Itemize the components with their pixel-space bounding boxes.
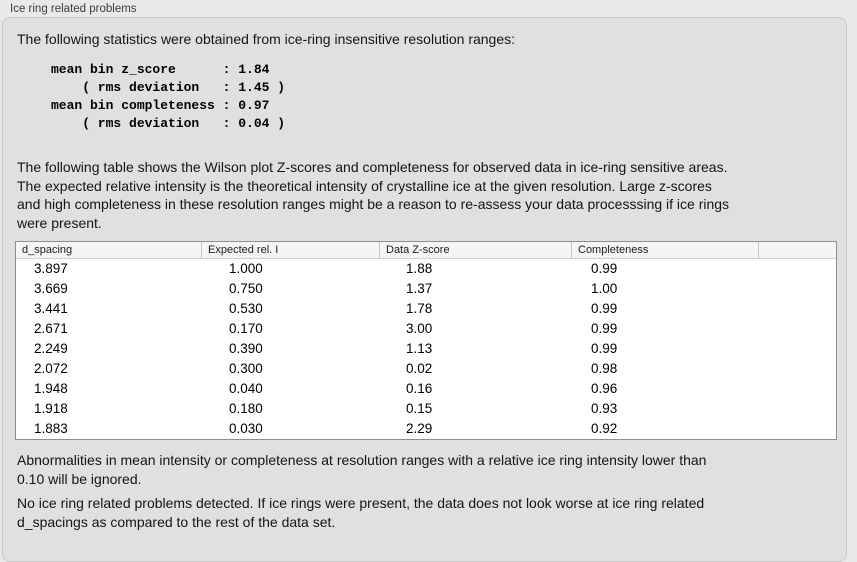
table-cell: 1.78 [406, 301, 433, 316]
description-line: The expected relative intensity is the t… [17, 177, 712, 194]
table-cell: 2.671 [34, 321, 68, 336]
table-cell: 0.02 [406, 361, 433, 376]
intro-line: The following statistics were obtained f… [17, 31, 516, 47]
table-cell: 0.98 [591, 361, 618, 376]
table-cell: 0.750 [229, 281, 263, 296]
table-cell: 0.15 [406, 401, 433, 416]
table-cell: 1.883 [34, 421, 68, 436]
table-cell: 0.180 [229, 401, 263, 416]
table-cell: 0.040 [229, 381, 263, 396]
table-cell-spacer [759, 379, 836, 399]
ignore-note-line: Abnormalities in mean intensity or compl… [17, 452, 707, 468]
stat-line-mean-bin-z-score: mean bin z_score : 1.84 [51, 62, 270, 77]
description-line: were present. [17, 214, 102, 231]
conclusion-line: d_spacings as compared to the rest of th… [17, 513, 336, 530]
table-row[interactable]: 1.948 0.040 0.16 0.96 [16, 379, 836, 399]
stats-block: mean bin z_score : 1.84 ( rms deviation … [51, 61, 285, 133]
table-cell: 3.669 [34, 281, 68, 296]
table-cell-spacer [759, 259, 836, 279]
table-cell-spacer [759, 299, 836, 319]
table-cell-spacer [759, 319, 836, 339]
table-cell-spacer [759, 339, 836, 359]
table-cell: 1.918 [34, 401, 68, 416]
table-cell-spacer [759, 399, 836, 419]
panel-title: Ice ring related problems [10, 3, 137, 15]
table-cell: 0.170 [229, 321, 263, 336]
column-header-data-z-score[interactable]: Data Z-score [380, 242, 572, 258]
table-cell: 1.948 [34, 381, 68, 396]
table-cell: 0.390 [229, 341, 263, 356]
table-cell: 0.99 [591, 261, 618, 276]
table-cell: 0.99 [591, 301, 618, 316]
stat-line-completeness-rms: ( rms deviation : 0.04 ) [51, 116, 286, 131]
table-cell: 2.072 [34, 361, 68, 376]
table-cell: 1.000 [229, 261, 263, 276]
table-cell: 0.99 [591, 341, 618, 356]
table-cell-spacer [759, 279, 836, 299]
table-row[interactable]: 2.072 0.300 0.02 0.98 [16, 359, 836, 379]
description-line: and high completeness in these resolutio… [17, 196, 730, 212]
stat-line-z-score-rms: ( rms deviation : 1.45 ) [51, 80, 286, 95]
table-row[interactable]: 3.897 1.000 1.88 0.99 [16, 259, 836, 279]
table-cell: 2.29 [406, 421, 433, 436]
table-cell-spacer [759, 359, 836, 379]
description-text: The following table shows the Wilson plo… [17, 158, 729, 232]
table-row[interactable]: 1.883 0.030 2.29 0.92 [16, 419, 836, 439]
table-cell: 3.00 [406, 321, 433, 336]
table-header-row: d_spacing Expected rel. I Data Z-score C… [16, 242, 836, 259]
table-row[interactable]: 2.671 0.170 3.00 0.99 [16, 319, 836, 339]
stat-line-mean-bin-completeness: mean bin completeness : 0.97 [51, 98, 270, 113]
table-cell: 1.00 [591, 281, 618, 296]
table-row[interactable]: 1.918 0.180 0.15 0.93 [16, 399, 836, 419]
column-header-completeness[interactable]: Completeness [572, 242, 759, 258]
table-cell: 0.96 [591, 381, 618, 396]
table-row[interactable]: 3.441 0.530 1.78 0.99 [16, 299, 836, 319]
table-row[interactable]: 3.669 0.750 1.37 1.00 [16, 279, 836, 299]
table-cell-spacer [759, 419, 836, 439]
table-cell: 0.030 [229, 421, 263, 436]
table-cell: 3.441 [34, 301, 68, 316]
table-cell: 0.99 [591, 321, 618, 336]
conclusion-line: No ice ring related problems detected. I… [17, 495, 705, 511]
ice-ring-group-box: The following statistics were obtained f… [2, 17, 847, 562]
table-cell: 0.93 [591, 401, 618, 416]
table-body: 3.897 1.000 1.88 0.99 3.669 0.750 1.37 1.00 3.44… [16, 259, 836, 439]
table-cell: 0.300 [229, 361, 263, 376]
intro-text: The following statistics were obtained f… [17, 30, 515, 49]
column-header-d-spacing[interactable]: d_spacing [16, 242, 202, 258]
description-line: The following table shows the Wilson plo… [17, 159, 728, 175]
table-cell: 0.16 [406, 381, 433, 396]
table-row[interactable]: 2.249 0.390 1.13 0.99 [16, 339, 836, 359]
table-cell: 0.92 [591, 421, 618, 436]
table-cell: 1.13 [406, 341, 433, 356]
column-header-spacer [759, 242, 836, 258]
table-cell: 3.897 [34, 261, 68, 276]
table-cell: 2.249 [34, 341, 68, 356]
table-cell: 1.88 [406, 261, 433, 276]
ignore-note-line: 0.10 will be ignored. [17, 470, 142, 487]
conclusion-text: No ice ring related problems detected. I… [17, 494, 704, 531]
table-cell: 0.530 [229, 301, 263, 316]
ignore-note-text: Abnormalities in mean intensity or compl… [17, 451, 706, 488]
column-header-expected-rel-i[interactable]: Expected rel. I [202, 242, 380, 258]
table-cell: 1.37 [406, 281, 433, 296]
ice-ring-table[interactable]: d_spacing Expected rel. I Data Z-score C… [15, 241, 837, 440]
